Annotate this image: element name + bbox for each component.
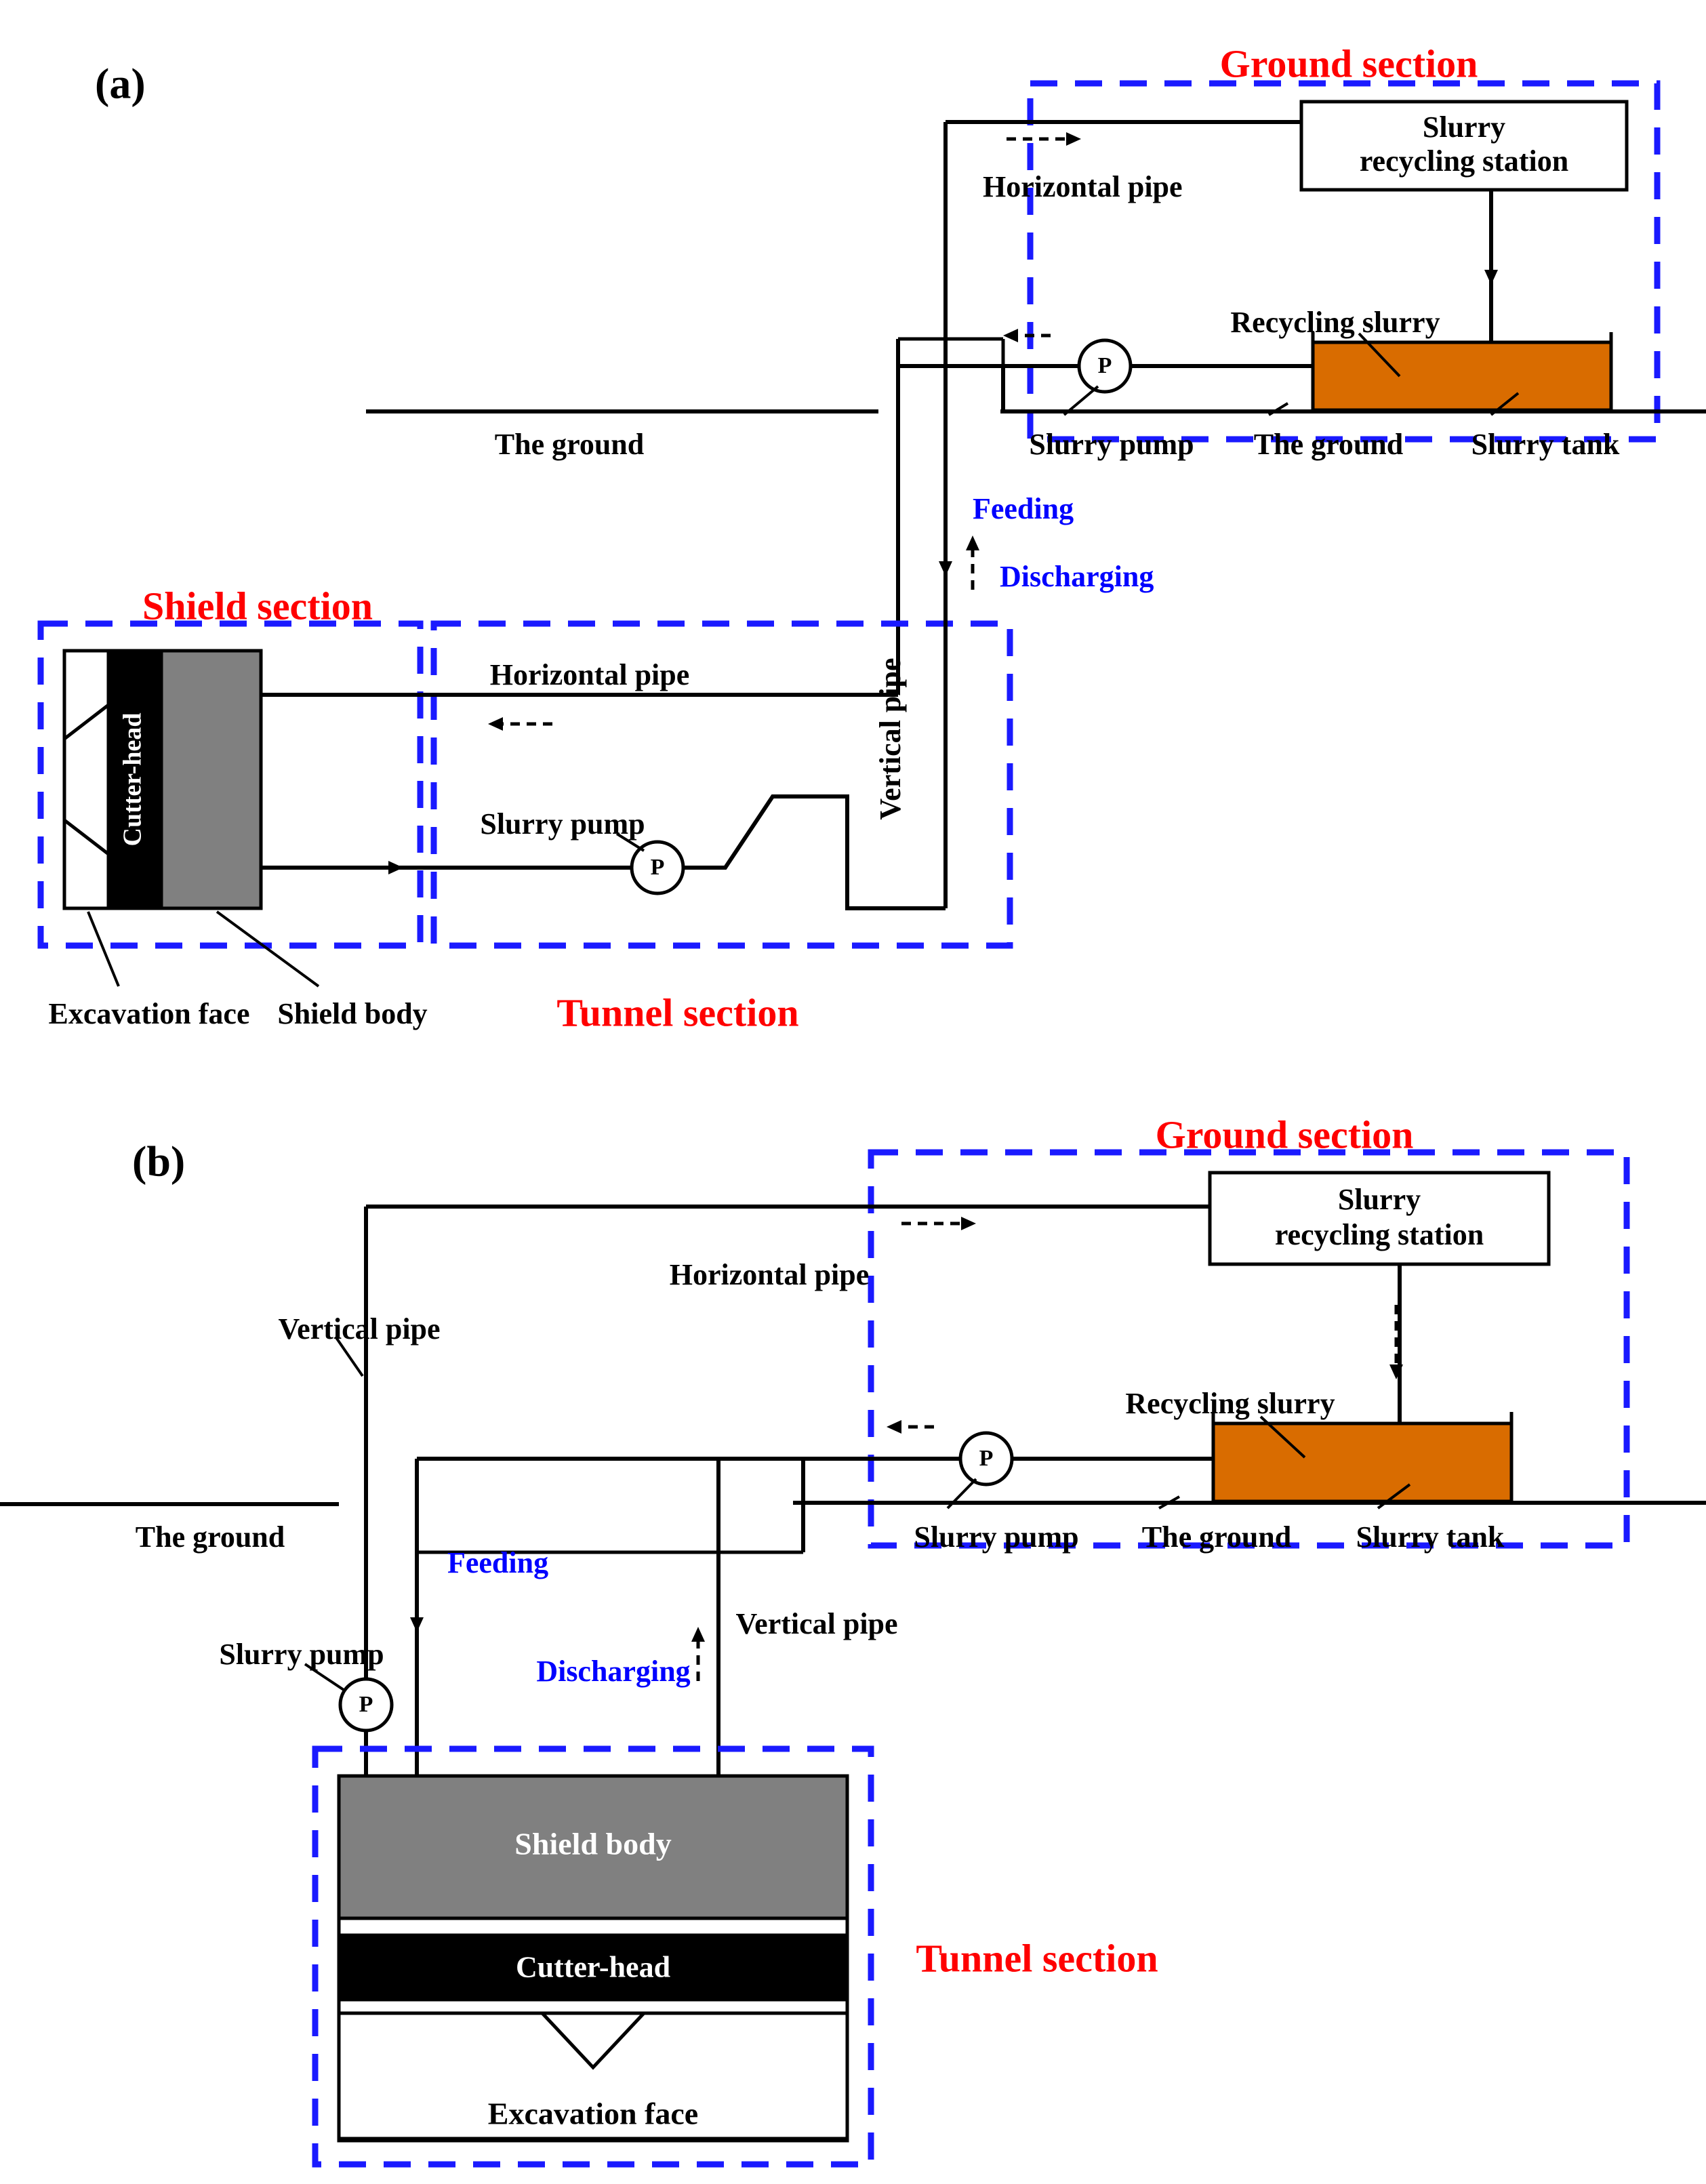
svg-text:The ground: The ground [1254, 428, 1404, 461]
svg-text:The ground: The ground [136, 1520, 285, 1554]
svg-text:Slurry tank: Slurry tank [1356, 1520, 1505, 1554]
ground-section-title: Ground section [1220, 41, 1478, 85]
svg-text:Excavation face: Excavation face [49, 997, 250, 1030]
svg-text:Recycling slurry: Recycling slurry [1230, 306, 1440, 339]
svg-text:Horizontal pipe: Horizontal pipe [490, 658, 690, 691]
panel-a: (a) Ground section Slurryrecycling station… [41, 41, 1706, 1034]
svg-text:Slurry pump: Slurry pump [914, 1520, 1078, 1554]
slurry-tank [1313, 342, 1611, 410]
svg-text:Cutter-head: Cutter-head [516, 1951, 670, 1984]
slurry-tank [1213, 1423, 1511, 1501]
svg-text:Discharging: Discharging [1000, 560, 1154, 593]
svg-text:Tunnel section: Tunnel section [556, 990, 798, 1034]
svg-text:Slurry: Slurry [1423, 110, 1505, 144]
panel-letter-a: (a) [95, 60, 146, 108]
svg-text:Slurry tank: Slurry tank [1471, 428, 1620, 461]
svg-text:recycling station: recycling station [1275, 1218, 1484, 1251]
svg-text:Vertical pipe: Vertical pipe [874, 658, 907, 820]
svg-text:Feeding: Feeding [973, 492, 1074, 525]
svg-text:recycling station: recycling station [1360, 144, 1568, 178]
svg-text:P: P [979, 1446, 994, 1471]
panel-letter-b: (b) [132, 1137, 185, 1186]
svg-text:Horizontal pipe: Horizontal pipe [670, 1258, 870, 1291]
slurry-pump-icon: P [960, 1433, 1012, 1484]
svg-text:P: P [359, 1692, 373, 1717]
svg-text:Vertical pipe: Vertical pipe [735, 1607, 897, 1640]
svg-text:Slurry pump: Slurry pump [1029, 428, 1194, 461]
svg-text:Recycling slurry: Recycling slurry [1125, 1387, 1335, 1420]
svg-text:The ground: The ground [495, 428, 645, 461]
svg-text:Slurry pump: Slurry pump [219, 1638, 384, 1671]
slurry-pump-icon: P [632, 842, 683, 893]
svg-text:Shield body: Shield body [514, 1827, 671, 1861]
svg-text:P: P [651, 855, 665, 880]
svg-text:Vertical pipe: Vertical pipe [278, 1312, 440, 1346]
svg-text:Discharging: Discharging [536, 1655, 690, 1688]
svg-text:Feeding: Feeding [447, 1546, 548, 1579]
slurry-pump-icon: P [340, 1679, 392, 1731]
svg-text:P: P [1098, 353, 1112, 378]
panel-b: (b)Ground sectionSlurryrecycling station… [0, 1112, 1706, 2164]
horizontal-pipe-label: Horizontal pipe [983, 170, 1183, 203]
svg-text:Slurry: Slurry [1338, 1183, 1421, 1216]
shield-body [161, 651, 261, 908]
slurry-pump-icon: P [1079, 340, 1131, 392]
svg-text:Shield body: Shield body [277, 997, 427, 1030]
svg-text:Cutter-head: Cutter-head [119, 713, 147, 847]
svg-text:Excavation face: Excavation face [488, 2097, 698, 2131]
svg-text:Tunnel section: Tunnel section [916, 1936, 1158, 1980]
svg-text:The ground: The ground [1142, 1520, 1292, 1554]
